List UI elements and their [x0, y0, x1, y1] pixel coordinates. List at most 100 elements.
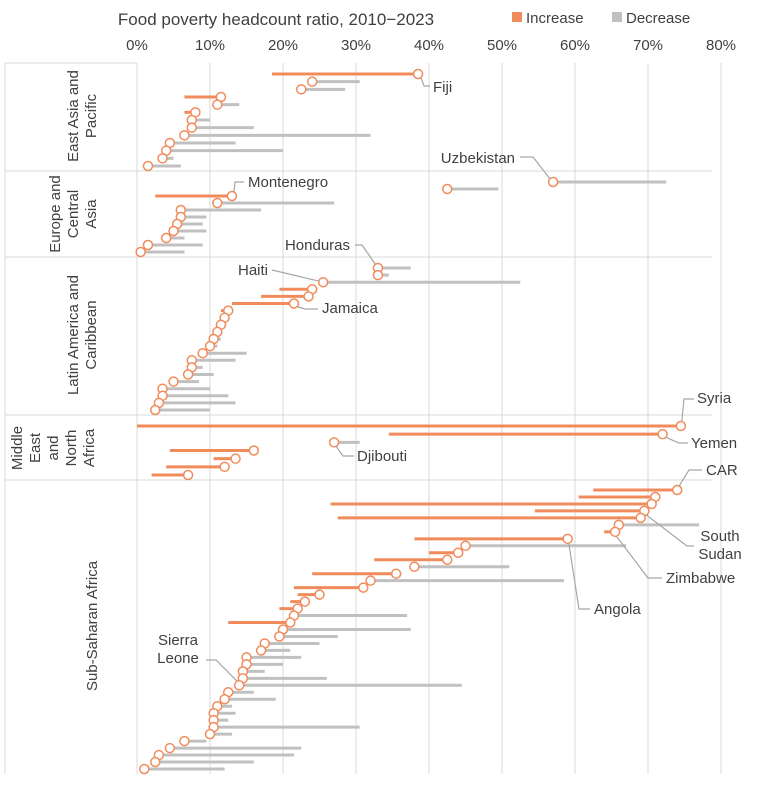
end-marker [179, 735, 190, 747]
country-label-montenegro: Montenegro [248, 174, 328, 191]
leader-honduras [355, 244, 377, 266]
end-marker [442, 183, 453, 195]
gridlines [136, 63, 722, 774]
end-marker [157, 153, 168, 164]
end-marker [409, 561, 420, 572]
end-marker [142, 239, 154, 251]
end-marker [150, 756, 161, 768]
country-label-honduras: Honduras [285, 237, 350, 254]
end-marker [671, 484, 683, 496]
country-label-south-sudan: Sudan [698, 546, 741, 563]
region-label-middle-east-and-north-africa: North [63, 430, 80, 467]
x-tick-label: 50% [487, 37, 517, 54]
country-label-yemen: Yemen [691, 435, 737, 452]
end-marker [274, 631, 285, 642]
end-marker [230, 453, 241, 464]
leader-zimbabwe [615, 535, 662, 579]
x-tick-label: 0% [126, 37, 148, 54]
end-marker [317, 276, 329, 288]
end-marker [635, 512, 646, 524]
end-marker [212, 197, 223, 209]
x-tick-label: 20% [268, 37, 298, 54]
leader-djibouti [335, 445, 354, 457]
country-label-syria: Syria [697, 390, 732, 407]
end-marker [248, 445, 260, 456]
end-marker [204, 340, 216, 352]
leader-uzbekistan [520, 156, 551, 180]
leader-fiji [420, 77, 430, 87]
end-marker [547, 176, 559, 188]
end-marker [219, 461, 230, 473]
country-label-haiti: Haiti [238, 262, 268, 279]
x-tick-label: 30% [341, 37, 371, 54]
end-marker [233, 680, 245, 691]
end-marker [212, 99, 223, 110]
end-marker [452, 547, 464, 559]
leader-south-sudan [645, 514, 694, 547]
legend-swatch-decrease [612, 12, 622, 22]
label-leaders [206, 77, 702, 682]
country-label-sierra-leone: Sierra [158, 632, 199, 649]
region-label-latin-america-and-caribbean: Latin America and [65, 275, 82, 395]
end-marker [164, 742, 176, 754]
country-label-zimbabwe: Zimbabwe [666, 570, 735, 587]
region-label-europe-and-central-asia: Asia [83, 199, 100, 229]
end-marker [314, 589, 325, 600]
end-marker [675, 420, 687, 432]
end-marker [142, 160, 154, 172]
legend-swatch-increase [512, 12, 522, 22]
x-tick-label: 60% [560, 37, 590, 54]
leader-montenegro [233, 181, 244, 194]
legend-label-decrease: Decrease [626, 10, 690, 27]
x-tick-label: 10% [195, 37, 225, 54]
end-marker [657, 428, 668, 440]
end-marker [182, 469, 194, 481]
end-marker [390, 568, 402, 579]
leader-angola [568, 542, 590, 610]
end-marker [179, 130, 190, 141]
country-label-fiji: Fiji [433, 79, 452, 96]
legend-label-increase: Increase [526, 10, 584, 27]
x-tick-label: 80% [706, 37, 736, 54]
end-marker [646, 498, 657, 510]
end-marker [219, 694, 230, 705]
end-marker [460, 540, 471, 552]
end-marker [197, 347, 208, 359]
end-marker [168, 376, 179, 387]
end-marker [365, 575, 376, 586]
region-label-middle-east-and-north-africa: Africa [81, 428, 98, 467]
end-marker [204, 728, 216, 740]
region-label-middle-east-and-north-africa: and [45, 435, 62, 460]
end-marker [255, 645, 267, 656]
region-frame [4, 62, 712, 774]
leader-syria [681, 398, 694, 422]
x-tick-label: 70% [633, 37, 663, 54]
end-marker [139, 763, 150, 775]
chart-text: Food poverty headcount ratio, 2010−2023 I… [9, 10, 742, 691]
end-marker [303, 291, 314, 302]
end-marker [412, 68, 424, 80]
x-tick-label: 40% [414, 37, 444, 54]
region-label-latin-america-and-caribbean: Caribbean [83, 300, 100, 369]
end-marker [609, 526, 621, 538]
end-markers [135, 68, 687, 775]
region-label-east-asia-and-pacific: Pacific [83, 93, 100, 138]
leader-sierra-leone [206, 659, 238, 682]
region-label-sub-saharan-africa: Sub-Saharan Africa [84, 560, 101, 691]
country-label-car: CAR [706, 462, 738, 479]
region-label-middle-east-and-north-africa: Middle [9, 426, 26, 470]
end-marker [226, 190, 238, 202]
end-marker [150, 404, 161, 416]
country-label-south-sudan: South [700, 528, 739, 545]
region-label-europe-and-central-asia: Europe and [47, 175, 64, 253]
end-marker [168, 225, 179, 237]
end-marker [186, 122, 197, 133]
end-marker [135, 246, 146, 258]
end-marker [372, 269, 384, 281]
end-marker [442, 554, 453, 565]
end-marker [562, 533, 573, 545]
end-marker [296, 84, 307, 95]
chart-title: Food poverty headcount ratio, 2010−2023 [118, 10, 434, 29]
region-label-middle-east-and-north-africa: East [27, 432, 44, 463]
